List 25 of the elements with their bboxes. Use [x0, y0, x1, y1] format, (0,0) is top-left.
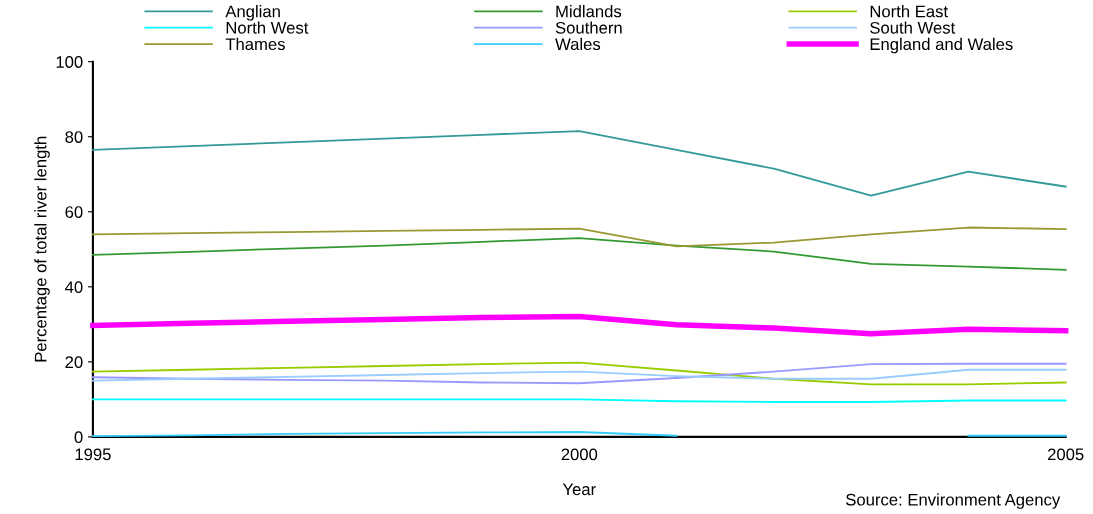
y-tick-label: 80: [65, 131, 83, 143]
legend-label: South West: [870, 21, 956, 34]
x-axis-title: Year: [562, 483, 596, 496]
legend-label: Wales: [555, 37, 601, 51]
x-tick-label: 2000: [561, 448, 598, 461]
y-tick-label: 60: [65, 206, 83, 218]
legend-label: Southern: [555, 21, 622, 34]
legend-label: Anglian: [225, 5, 280, 21]
y-tick-label: 40: [65, 281, 83, 294]
x-tick-label: 1995: [75, 448, 111, 461]
y-tick-label: 100: [56, 56, 83, 68]
line-series: [91, 368, 1067, 382]
legend-label: England and Wales: [870, 37, 1013, 54]
line-series: [91, 237, 1067, 271]
line-series: [91, 130, 1067, 197]
legend-label: Thames: [225, 37, 285, 51]
line-series: [91, 226, 1067, 248]
y-axis-title: Percentage of total river length: [34, 136, 50, 362]
legend-label: Midlands: [556, 5, 622, 18]
legend-label: North West: [226, 21, 309, 34]
y-tick-label: 20: [65, 356, 83, 369]
y-tick-label: 0: [74, 431, 83, 444]
legend-label: North East: [870, 5, 948, 18]
source-note: Source: Environment Agency: [846, 493, 1061, 509]
x-tick-label: 2005: [1047, 448, 1084, 461]
